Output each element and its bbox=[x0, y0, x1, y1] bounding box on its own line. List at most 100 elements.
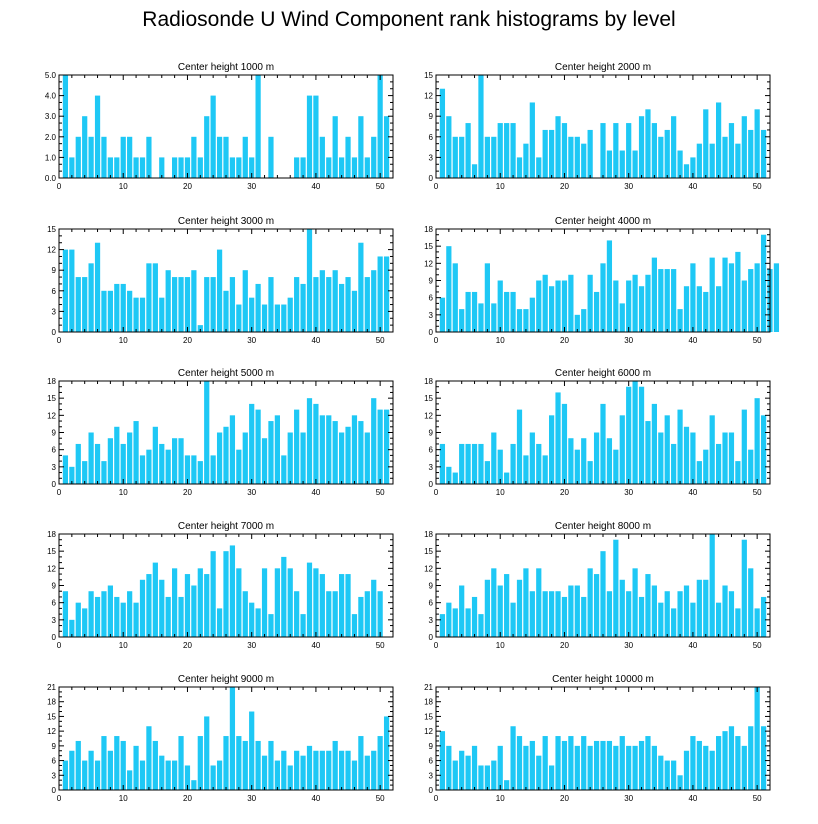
panel-title: Center height 7000 m bbox=[178, 521, 274, 532]
histogram-bar bbox=[268, 136, 274, 178]
histogram-bar bbox=[581, 438, 587, 484]
histogram-bar bbox=[555, 591, 561, 637]
histogram-bar bbox=[587, 274, 593, 332]
histogram-bar bbox=[683, 426, 690, 484]
x-tick-label: 40 bbox=[688, 336, 697, 345]
histogram-bar bbox=[683, 164, 690, 178]
histogram-bar bbox=[510, 443, 516, 484]
histogram-bar bbox=[351, 760, 358, 790]
histogram-bar bbox=[242, 270, 248, 332]
y-tick-label: 18 bbox=[424, 530, 433, 539]
histogram-bar bbox=[606, 240, 613, 332]
x-tick-label: 50 bbox=[753, 794, 762, 803]
histogram-bar bbox=[287, 568, 293, 637]
histogram-bar bbox=[371, 398, 377, 484]
histogram-bar bbox=[133, 421, 139, 484]
histogram-bar bbox=[236, 449, 242, 484]
histogram-bar bbox=[671, 443, 677, 484]
histogram-bar bbox=[133, 745, 139, 790]
histogram-bar bbox=[478, 443, 484, 484]
histogram-bar bbox=[294, 157, 300, 178]
histogram-bar bbox=[504, 123, 510, 178]
histogram-bar bbox=[465, 608, 471, 637]
y-tick-label: 0 bbox=[429, 480, 434, 489]
histogram-bar bbox=[510, 291, 516, 332]
histogram-bar bbox=[197, 325, 203, 332]
histogram-bar bbox=[146, 726, 152, 790]
x-tick-label: 10 bbox=[119, 336, 128, 345]
histogram-bar bbox=[452, 608, 458, 637]
histogram-bar bbox=[516, 579, 523, 637]
histogram-bar bbox=[101, 736, 107, 790]
histogram-bar bbox=[600, 740, 606, 790]
histogram-bar bbox=[549, 286, 555, 332]
histogram-bar bbox=[632, 745, 638, 790]
y-tick-label: 21 bbox=[424, 683, 433, 692]
histogram-bar bbox=[722, 257, 728, 332]
histogram-bar bbox=[281, 750, 287, 790]
histogram-bar bbox=[313, 277, 319, 332]
histogram-bar bbox=[690, 157, 696, 178]
histogram-panel-8: Center height 8000 m 0 10 20 30 40 50 0 3 6 9 12 15 1… bbox=[424, 521, 771, 650]
histogram-bar bbox=[274, 568, 280, 637]
histogram-bar bbox=[581, 736, 587, 790]
histogram-bar bbox=[446, 246, 452, 332]
histogram-bar bbox=[204, 116, 210, 178]
y-tick-label: 9 bbox=[52, 742, 57, 751]
histogram-bar bbox=[722, 585, 728, 637]
histogram-bar bbox=[268, 614, 274, 637]
x-tick-label: 40 bbox=[688, 794, 697, 803]
y-tick-label: 15 bbox=[47, 225, 56, 234]
histogram-bar bbox=[146, 449, 152, 484]
histogram-bar bbox=[313, 568, 319, 637]
histogram-bar bbox=[446, 602, 452, 637]
histogram-bar bbox=[658, 602, 664, 637]
histogram-bar bbox=[626, 280, 632, 332]
histogram-bar bbox=[478, 303, 484, 332]
histogram-bar bbox=[287, 297, 293, 332]
x-tick-label: 0 bbox=[434, 641, 439, 650]
histogram-bar bbox=[484, 765, 490, 790]
histogram-bar bbox=[651, 745, 657, 790]
histogram-bar bbox=[516, 157, 523, 178]
histogram-bar bbox=[497, 449, 503, 484]
histogram-bar bbox=[249, 403, 255, 484]
histogram-bar bbox=[300, 614, 306, 637]
histogram-bar bbox=[529, 432, 535, 484]
y-tick-label: 0 bbox=[52, 633, 57, 642]
y-tick-label: 6 bbox=[52, 757, 57, 766]
histogram-bar bbox=[120, 283, 126, 332]
histogram-bar bbox=[377, 75, 383, 178]
histogram-bar bbox=[249, 711, 255, 790]
x-tick-label: 50 bbox=[753, 488, 762, 497]
histogram-bar bbox=[107, 438, 113, 484]
histogram-bar bbox=[677, 409, 683, 484]
histogram-bar bbox=[549, 415, 555, 484]
x-tick-label: 30 bbox=[624, 641, 633, 650]
histogram-bar bbox=[600, 551, 606, 637]
x-tick-label: 20 bbox=[183, 794, 192, 803]
histogram-bar bbox=[120, 602, 126, 637]
histogram-bar bbox=[568, 136, 574, 178]
x-tick-label: 20 bbox=[560, 488, 569, 497]
histogram-bar bbox=[709, 534, 715, 637]
y-tick-label: 12 bbox=[424, 92, 433, 101]
histogram-bar bbox=[523, 568, 529, 637]
y-tick-label: 5.0 bbox=[45, 71, 57, 80]
y-tick-label: 0 bbox=[429, 328, 434, 337]
histogram-bar bbox=[371, 750, 377, 790]
histogram-bar bbox=[204, 277, 210, 332]
histogram-bar bbox=[709, 415, 715, 484]
histogram-panel-7: Center height 7000 m 0 10 20 30 40 50 0 3 6 9 12 15 1… bbox=[47, 521, 394, 650]
histogram-bar bbox=[261, 438, 268, 484]
x-tick-label: 30 bbox=[247, 488, 256, 497]
histogram-bar bbox=[377, 591, 383, 637]
histogram-bar bbox=[223, 136, 229, 178]
histogram-bar bbox=[484, 461, 490, 484]
histogram-bar bbox=[619, 150, 625, 178]
x-tick-label: 30 bbox=[247, 794, 256, 803]
histogram-bar bbox=[306, 398, 313, 484]
histogram-bar bbox=[178, 438, 184, 484]
panel-title: Center height 6000 m bbox=[555, 368, 651, 379]
histogram-bar bbox=[760, 415, 767, 484]
